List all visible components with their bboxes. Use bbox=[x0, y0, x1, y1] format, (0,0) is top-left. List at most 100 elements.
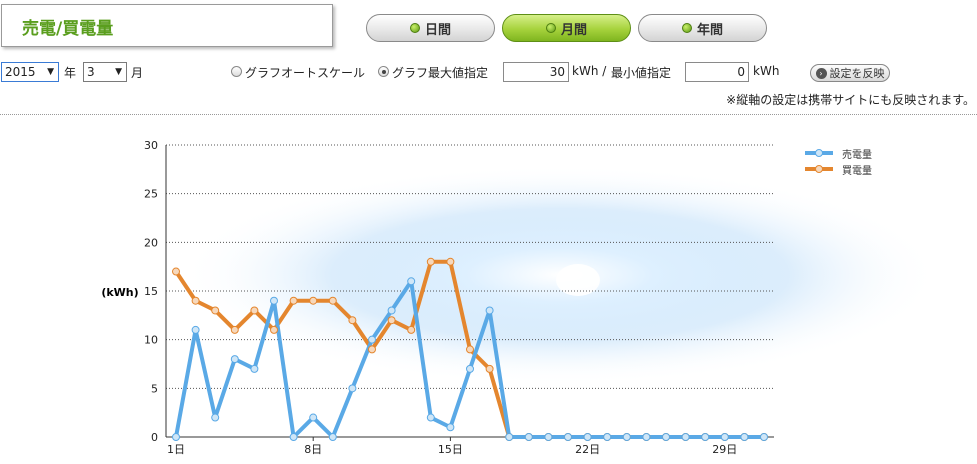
tab-bullet-icon bbox=[409, 23, 420, 33]
data-point-sell bbox=[211, 413, 220, 422]
data-point-buy bbox=[270, 325, 278, 334]
tab-monthly[interactable]: 月間 bbox=[502, 14, 631, 42]
year-select[interactable]: 2015 ▼ bbox=[1, 62, 59, 82]
tab-bullet-icon bbox=[545, 23, 556, 33]
tab-bullet-icon bbox=[681, 23, 692, 33]
apply-settings-button[interactable]: › 設定を反映 bbox=[810, 64, 890, 82]
month-value: 3 bbox=[87, 65, 95, 79]
data-point-sell bbox=[250, 364, 259, 373]
data-point-sell bbox=[622, 433, 631, 441]
data-point-buy bbox=[211, 306, 220, 315]
grid-lines bbox=[166, 144, 774, 389]
apply-settings-label: 設定を反映 bbox=[829, 67, 885, 80]
month-select[interactable]: 3 ▼ bbox=[83, 62, 127, 82]
data-point-sell bbox=[701, 433, 710, 441]
data-point-sell bbox=[426, 413, 435, 422]
legend-swatch-sell bbox=[805, 149, 833, 157]
radio-auto-scale[interactable] bbox=[231, 66, 242, 77]
series bbox=[172, 257, 768, 441]
y-tick-label: 30 bbox=[144, 139, 158, 152]
y-tick-label: 15 bbox=[144, 285, 158, 298]
y-tick-label: 5 bbox=[151, 382, 158, 395]
data-point-sell bbox=[485, 306, 494, 315]
radio-auto-scale-label: グラフオートスケール bbox=[245, 66, 366, 80]
data-point-sell bbox=[603, 433, 612, 441]
energy-chart: 0 5 10 15 20 25 30 1日 8日 15日 22日 29日 (kWh) bbox=[101, 139, 940, 456]
data-point-buy bbox=[387, 316, 396, 325]
min-value-input[interactable]: 0 bbox=[685, 62, 749, 82]
x-tick-label: 22日 bbox=[575, 443, 600, 456]
tab-label: 月間 bbox=[560, 22, 587, 38]
chart-background-highlight bbox=[556, 264, 600, 296]
data-point-buy bbox=[348, 316, 357, 325]
data-point-buy bbox=[485, 364, 494, 373]
data-point-buy bbox=[368, 345, 376, 354]
axis-setting-note: ※縦軸の設定は携帯サイトにも反映されます。 bbox=[726, 93, 975, 107]
x-tick-label: 8日 bbox=[304, 443, 322, 456]
tab-label: 日間 bbox=[424, 22, 451, 38]
year-value: 2015 bbox=[5, 65, 36, 79]
max-value-input[interactable]: 30 bbox=[503, 62, 569, 82]
min-value-label: 最小値指定 bbox=[611, 66, 672, 80]
month-suffix: 月 bbox=[131, 66, 144, 80]
data-point-sell bbox=[289, 433, 298, 441]
data-point-sell bbox=[740, 433, 749, 441]
data-point-sell bbox=[662, 433, 670, 441]
data-point-sell bbox=[172, 433, 180, 441]
chart-legend: 売電量 買電量 bbox=[804, 145, 872, 177]
year-suffix: 年 bbox=[64, 66, 77, 80]
data-point-buy bbox=[191, 296, 200, 305]
y-tick-label: 10 bbox=[144, 334, 158, 347]
max-unit-label: kWh / bbox=[572, 64, 607, 78]
y-tick-label: 0 bbox=[151, 431, 158, 444]
data-point-sell bbox=[583, 433, 592, 441]
data-point-buy bbox=[446, 257, 455, 266]
data-point-sell bbox=[524, 433, 533, 441]
tab-label: 年間 bbox=[696, 22, 723, 38]
data-point-sell bbox=[407, 277, 416, 286]
divider bbox=[0, 114, 977, 115]
data-point-sell bbox=[446, 423, 455, 432]
data-point-sell bbox=[466, 364, 474, 373]
data-point-buy bbox=[466, 345, 474, 354]
data-point-sell bbox=[544, 433, 553, 441]
legend-label-buy: 買電量 bbox=[842, 165, 872, 177]
data-point-buy bbox=[172, 267, 180, 276]
data-point-sell bbox=[270, 296, 278, 305]
title-panel: 売電/買電量 bbox=[1, 4, 333, 47]
data-point-sell bbox=[230, 355, 239, 364]
x-tick-label: 29日 bbox=[712, 443, 737, 456]
data-point-sell bbox=[387, 306, 396, 315]
min-unit-label: kWh bbox=[753, 64, 780, 78]
legend-item-buy: 買電量 bbox=[804, 161, 872, 177]
data-point-buy bbox=[250, 306, 259, 315]
y-tick-label: 25 bbox=[144, 188, 158, 201]
radio-max-value[interactable] bbox=[378, 66, 389, 77]
page-title: 売電/買電量 bbox=[22, 19, 114, 39]
tab-yearly[interactable]: 年間 bbox=[638, 14, 767, 42]
data-point-buy bbox=[328, 296, 337, 305]
data-point-buy bbox=[289, 296, 298, 305]
y-axis-label: (kWh) bbox=[101, 286, 138, 299]
data-point-sell bbox=[564, 433, 572, 441]
tab-daily[interactable]: 日間 bbox=[366, 14, 495, 42]
arrow-right-icon: › bbox=[815, 67, 827, 79]
data-point-sell bbox=[760, 433, 768, 441]
x-tick-label: 1日 bbox=[167, 443, 185, 456]
data-point-sell bbox=[720, 433, 729, 441]
chevron-down-icon: ▼ bbox=[47, 67, 54, 77]
data-point-buy bbox=[426, 257, 435, 266]
x-tick-label: 15日 bbox=[438, 443, 463, 456]
data-point-sell bbox=[642, 433, 651, 441]
data-point-sell bbox=[681, 433, 690, 441]
data-point-buy bbox=[407, 325, 416, 334]
data-point-sell bbox=[368, 335, 376, 344]
data-point-sell bbox=[191, 325, 200, 334]
data-point-sell bbox=[505, 433, 514, 441]
radio-max-value-label: グラフ最大値指定 bbox=[392, 66, 489, 80]
legend-item-sell: 売電量 bbox=[804, 145, 872, 161]
legend-label-sell: 売電量 bbox=[842, 149, 872, 161]
legend-swatch-buy bbox=[805, 165, 833, 173]
data-point-sell bbox=[348, 384, 357, 393]
